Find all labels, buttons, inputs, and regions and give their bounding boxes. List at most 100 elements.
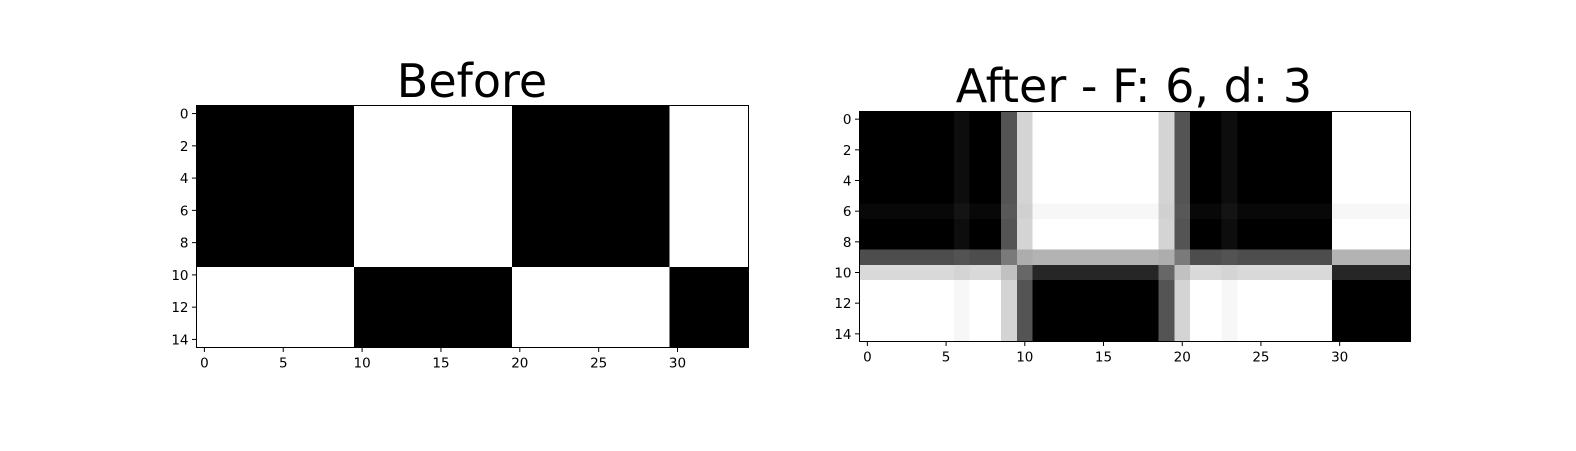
after-heatmap-cell: [1205, 264, 1223, 281]
before-heatmap-cell: [228, 250, 245, 268]
before-heatmap-cell: [543, 137, 560, 155]
after-heatmap-cell: [1111, 142, 1128, 159]
after-heatmap-cell: [1127, 264, 1144, 281]
before-heatmap-cell: [243, 234, 261, 252]
after-heatmap-cell: [1001, 310, 1018, 327]
after-heatmap-cell: [1221, 126, 1238, 143]
before-heatmap-cell: [448, 105, 466, 123]
before-heatmap-cell: [338, 137, 355, 155]
after-heatmap-cell: [1111, 111, 1128, 128]
before-heatmap-cell: [243, 105, 261, 123]
after-heatmap-cell: [922, 188, 939, 205]
before-heatmap-cell: [306, 218, 324, 236]
before-heatmap-cell: [417, 331, 434, 349]
before-heatmap-cell: [291, 315, 308, 332]
after-y-tick-label: 10: [834, 266, 851, 282]
before-heatmap-cell: [543, 266, 560, 284]
before-heatmap-cell: [527, 218, 545, 236]
before-heatmap-cell: [401, 266, 418, 284]
before-heatmap-cell: [732, 282, 750, 300]
before-heatmap-cell: [685, 186, 702, 203]
before-heatmap-cell: [196, 105, 213, 123]
before-heatmap-cell: [322, 282, 340, 300]
after-heatmap-cell: [1363, 111, 1380, 128]
before-heatmap-cell: [511, 105, 529, 123]
after-heatmap-cell: [1095, 126, 1112, 143]
before-heatmap-cell: [606, 121, 623, 139]
after-heatmap-cell: [1111, 188, 1128, 205]
before-heatmap-cell: [275, 250, 292, 268]
before-heatmap-cell: [259, 170, 276, 187]
before-heatmap-cell: [243, 121, 261, 139]
before-heatmap-cell: [433, 202, 450, 220]
before-heatmap-cell: [606, 315, 623, 332]
after-heatmap-cell: [1379, 111, 1396, 128]
before-heatmap-cell: [622, 186, 639, 203]
before-heatmap-cell: [732, 137, 750, 155]
after-heatmap-cell: [859, 310, 876, 327]
before-heatmap-cell: [638, 153, 655, 171]
before-heatmap-cell: [275, 282, 292, 300]
before-heatmap-cell: [433, 153, 450, 171]
after-heatmap-cell: [1079, 280, 1097, 297]
after-heatmap-cell: [1300, 172, 1317, 189]
before-heatmap-cell: [417, 137, 434, 155]
before-heatmap-cell: [606, 331, 623, 349]
after-heatmap-cell: [1174, 126, 1191, 143]
after-heatmap-cell: [1127, 157, 1144, 174]
after-heatmap-cell: [859, 111, 876, 128]
before-heatmap-cell: [622, 218, 639, 236]
after-heatmap-cell: [1158, 157, 1175, 174]
before-heatmap-cell: [259, 250, 276, 268]
before-heatmap-cell: [369, 266, 387, 284]
after-heatmap-cell: [953, 310, 971, 327]
after-heatmap-cell: [1079, 157, 1097, 174]
after-heatmap-cell: [1221, 172, 1238, 189]
before-heatmap-cell: [401, 186, 418, 203]
before-heatmap-cell: [228, 234, 245, 252]
before-heatmap-cell: [369, 170, 387, 187]
after-heatmap-cell: [969, 188, 987, 205]
before-heatmap-cell: [401, 331, 418, 349]
before-heatmap-cell: [653, 186, 671, 203]
after-heatmap-cell: [938, 234, 955, 251]
before-heatmap-cell: [622, 153, 639, 171]
after-heatmap-cell: [1331, 295, 1349, 312]
before-heatmap-cell: [228, 186, 245, 203]
before-heatmap-cell: [669, 315, 687, 332]
before-heatmap-cell: [228, 153, 245, 171]
before-heatmap-cell: [464, 202, 481, 220]
before-heatmap-cell: [433, 282, 450, 300]
after-heatmap-cell: [1095, 264, 1112, 281]
before-heatmap-cell: [496, 315, 513, 332]
after-heatmap-cell: [1221, 234, 1238, 251]
after-heatmap-cell: [1363, 203, 1380, 220]
before-heatmap-cell: [511, 153, 529, 171]
before-heatmap-cell: [653, 153, 671, 171]
after-heatmap-cell: [1048, 249, 1065, 266]
before-heatmap-cell: [590, 153, 608, 171]
before-heatmap-cell: [716, 299, 734, 316]
before-heatmap-cell: [338, 315, 355, 332]
after-heatmap-cell: [1268, 264, 1286, 281]
after-heatmap-cell: [1095, 188, 1112, 205]
before-heatmap-cell: [543, 170, 560, 187]
before-heatmap-cell: [385, 186, 403, 203]
after-heatmap-cell: [1331, 249, 1349, 266]
before-heatmap-cell: [527, 331, 545, 349]
before-heatmap-cell: [590, 315, 608, 332]
before-heatmap-cell: [338, 121, 355, 139]
after-heatmap-cell: [1316, 157, 1333, 174]
before-heatmap-cell: [480, 105, 497, 123]
after-heatmap-cell: [859, 295, 876, 312]
after-heatmap-cell: [1016, 203, 1034, 220]
after-heatmap-cell: [1331, 264, 1349, 281]
after-heatmap-cell: [953, 234, 971, 251]
after-heatmap-cell: [1142, 188, 1160, 205]
before-heatmap-cell: [243, 153, 261, 171]
after-heatmap-cell: [1268, 142, 1286, 159]
after-heatmap-cell: [1142, 249, 1160, 266]
after-heatmap-cell: [1190, 295, 1207, 312]
before-heatmap-cell: [527, 105, 545, 123]
